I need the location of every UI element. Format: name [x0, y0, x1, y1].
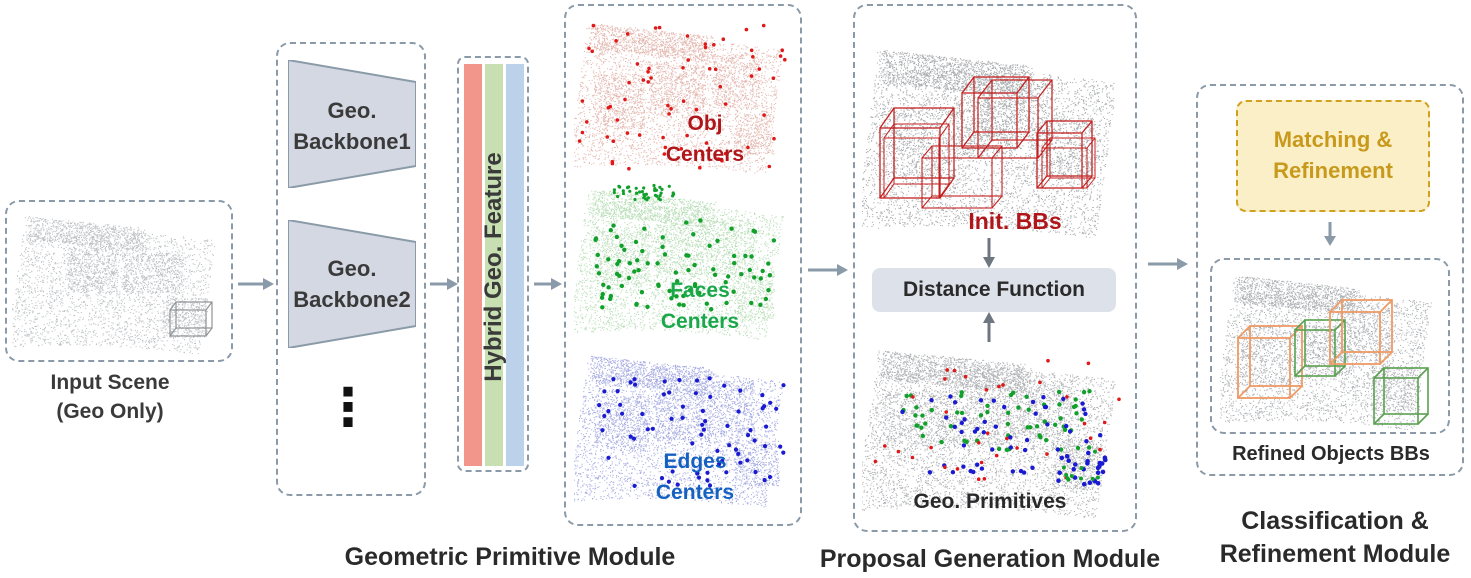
obj-centers-pointcloud — [574, 23, 787, 174]
proposal-generation-module-caption: Proposal Generation Module — [819, 545, 1161, 573]
backbone1-label: Geo. Backbone1 — [288, 95, 416, 157]
hybrid-feature-label: Hybrid Geo. Feature — [480, 152, 507, 382]
refined-objects-pointcloud — [1220, 276, 1432, 430]
classification-module-caption: Classification & Refinement Module — [1200, 505, 1470, 571]
arrow-backbone-to-feature — [430, 278, 458, 290]
backbone2-trapezoid — [288, 220, 416, 348]
classification-line1: Classification & — [1241, 507, 1429, 535]
init-bbs-label: Init. BBs — [968, 208, 1062, 234]
arrow-feature-to-primitives — [534, 278, 562, 290]
backbone1-line1: Geo. — [327, 98, 377, 123]
feature-bar-blue — [506, 64, 524, 466]
backbone1-trapezoid — [288, 60, 416, 188]
distance-function-box — [872, 268, 1116, 312]
backbone2-label: Geo. Backbone2 — [288, 253, 416, 315]
matching-line2: Refinement — [1273, 158, 1393, 183]
feature-bar-red — [464, 64, 482, 466]
faces-centers-label: Faces Centers — [625, 275, 775, 337]
refined-objects-label: Refined Objects BBs — [1232, 443, 1430, 465]
edges-centers-label: Edges Centers — [620, 446, 770, 508]
faces-centers-pointcloud — [574, 183, 784, 340]
backbone1-line2: Backbone1 — [293, 129, 411, 154]
edges-centers-pointcloud — [574, 355, 786, 508]
geo-primitives-label: Geo. Primitives — [913, 490, 1067, 513]
arrow-primitives-to-proposal — [808, 264, 848, 276]
distance-function-label: Distance Function — [902, 278, 1086, 301]
geometric-primitive-module-caption: Geometric Primitive Module — [344, 543, 676, 571]
obj-centers-line1: Obj — [687, 112, 723, 135]
input-scene-pointcloud — [12, 216, 216, 354]
backbone2-line2: Backbone2 — [293, 287, 411, 312]
obj-centers-label: Obj Centers — [630, 108, 780, 170]
matching-refinement-box — [1236, 100, 1430, 212]
faces-centers-line2: Centers — [660, 310, 740, 333]
obj-centers-line2: Centers — [665, 143, 745, 166]
refined-objects-box — [1210, 258, 1450, 434]
backbone-box — [276, 42, 426, 496]
arrow-primitives-to-distance — [983, 312, 995, 342]
feature-bar-green — [485, 64, 503, 466]
proposal-module-box — [853, 4, 1137, 532]
input-scene-line2: (Geo Only) — [56, 400, 164, 423]
matching-line1: Matching & — [1273, 127, 1393, 152]
arrow-matching-to-refined — [1324, 222, 1336, 246]
refine-module-box — [1196, 84, 1464, 476]
faces-centers-line1: Faces — [670, 279, 730, 302]
arrow-input-to-backbone — [238, 278, 274, 290]
arrow-proposal-to-refine — [1148, 258, 1188, 270]
input-scene-label: Input Scene (Geo Only) — [10, 368, 210, 426]
hybrid-feature-box — [457, 56, 529, 472]
backbone2-line1: Geo. — [327, 256, 377, 281]
backbone-ellipsis: ⋮ — [322, 379, 374, 437]
primitive-module-box — [564, 4, 802, 526]
input-scene-box — [5, 200, 233, 362]
edges-centers-line2: Centers — [655, 481, 735, 504]
geo-primitives-pointcloud — [862, 350, 1121, 518]
matching-refinement-label: Matching & Refinement — [1236, 124, 1430, 186]
edges-centers-line1: Edges — [663, 450, 727, 473]
init-bbs-pointcloud — [862, 50, 1115, 238]
arrow-init-to-distance — [983, 238, 995, 268]
input-scene-line1: Input Scene — [50, 371, 170, 394]
classification-line2: Refinement Module — [1219, 540, 1451, 568]
